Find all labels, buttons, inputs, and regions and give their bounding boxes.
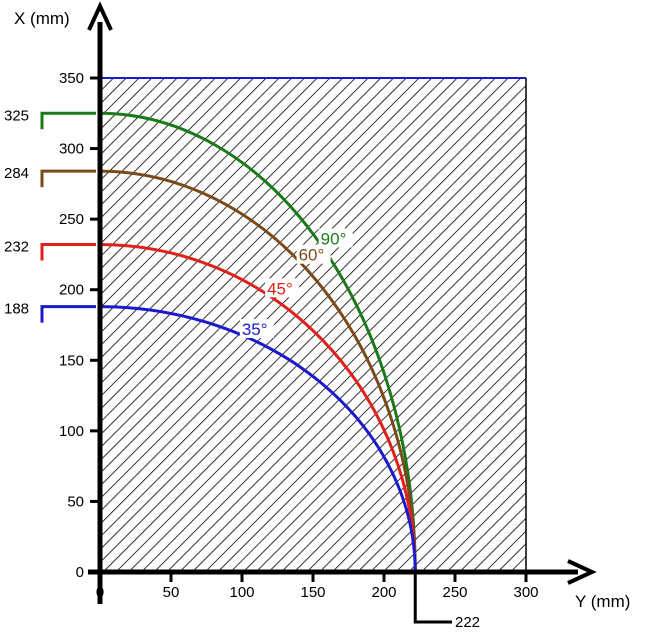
curve-label-bg-3 <box>239 319 274 339</box>
curve-label-bg-1 <box>296 244 331 264</box>
x-tick-label-1: 50 <box>163 584 180 601</box>
x-intercept-marker <box>413 572 452 624</box>
curve-3 <box>99 305 417 573</box>
curve-label-bg-2 <box>265 278 300 298</box>
y-tick-label-3: 150 <box>59 352 84 369</box>
value-marker-label-0: 325 <box>4 107 29 124</box>
curve-label-0: 90° <box>321 229 347 248</box>
hatched-region <box>100 78 526 572</box>
curve-label-2: 45° <box>267 279 293 298</box>
value-marker-1 <box>40 169 96 188</box>
y-tick-label-4: 200 <box>59 282 84 299</box>
x-intercept-label: 222 <box>455 614 480 631</box>
curve-label-bg-0 <box>318 228 353 248</box>
value-marker-label-3: 188 <box>4 301 29 318</box>
curve-label-1: 60° <box>299 246 325 265</box>
x-tick-label-4: 200 <box>371 584 396 601</box>
y-tick-label-0: 0 <box>76 564 84 581</box>
x-tick-label-6: 300 <box>513 584 538 601</box>
y-tick-label-1: 50 <box>67 493 84 510</box>
value-marker-2 <box>40 243 96 261</box>
curve-1 <box>99 169 417 573</box>
value-marker-label-1: 284 <box>4 165 29 182</box>
value-marker-3 <box>40 305 96 323</box>
x-tick-label-5: 250 <box>442 584 467 601</box>
value-marker-label-2: 232 <box>4 239 29 256</box>
x-tick-label-0: 0 <box>96 584 104 601</box>
y-axis-title: X (mm) <box>14 9 70 28</box>
curve-2 <box>99 243 417 573</box>
y-tick-label-7: 350 <box>59 70 84 87</box>
curve-label-3: 35° <box>242 320 268 339</box>
y-tick-label-6: 300 <box>59 141 84 158</box>
x-axis-title: Y (mm) <box>575 592 630 611</box>
value-marker-0 <box>40 111 96 130</box>
x-tick-label-3: 150 <box>300 584 325 601</box>
x-tick-label-2: 100 <box>229 584 254 601</box>
y-tick-label-2: 100 <box>59 423 84 440</box>
y-axis-arrowhead <box>87 1 113 31</box>
x-axis-arrowhead <box>567 559 597 585</box>
y-tick-label-5: 250 <box>59 211 84 228</box>
